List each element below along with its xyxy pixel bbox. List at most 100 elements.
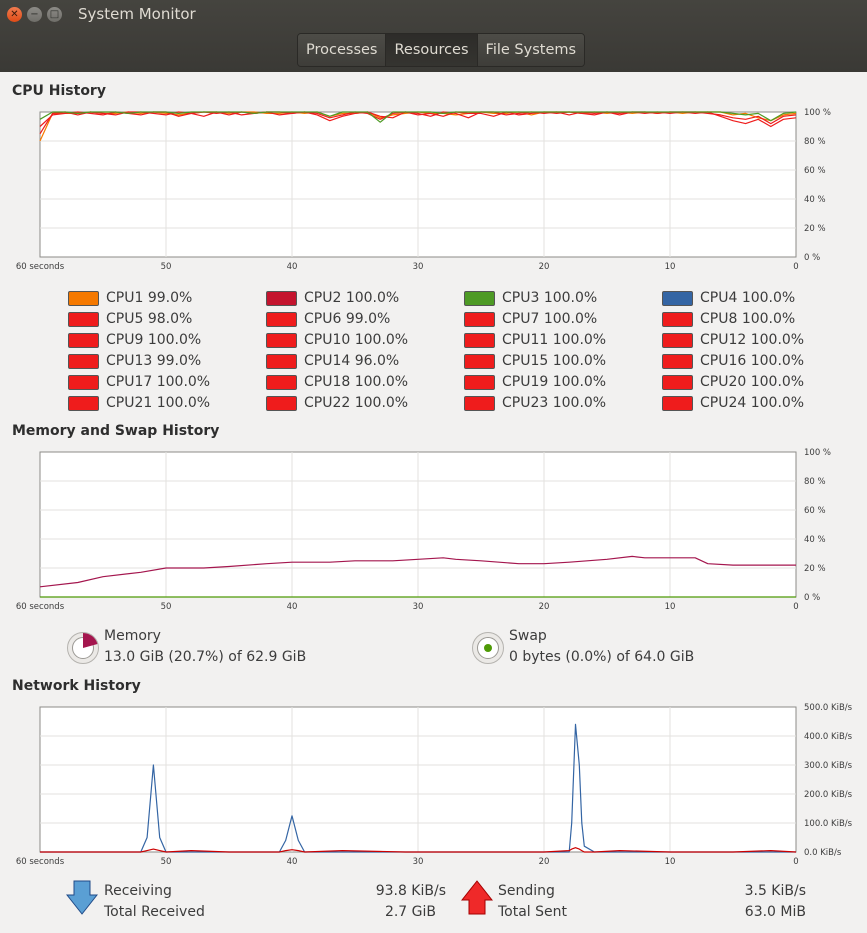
cpu-y-tick-label: 100 % <box>804 108 831 118</box>
cpu-legend-label: CPU5 <box>106 311 144 327</box>
cpu-legend-item-cpu8[interactable]: CPU8 100.0% <box>662 310 795 328</box>
cpu-legend-item-cpu5[interactable]: CPU5 98.0% <box>68 310 192 328</box>
cpu-legend-label: CPU10 <box>304 332 351 348</box>
cpu-legend-item-cpu11[interactable]: CPU11 100.0% <box>464 331 606 349</box>
cpu-x-tick-label: 60 seconds <box>16 262 65 272</box>
cpu-legend-item-cpu18[interactable]: CPU18 100.0% <box>266 373 408 391</box>
cpu-color-swatch[interactable] <box>662 311 693 327</box>
cpu-legend-item-cpu23[interactable]: CPU23 100.0% <box>464 394 606 412</box>
memory-y-tick-label: 100 % <box>804 448 831 458</box>
network-x-tick-label: 30 <box>413 857 424 867</box>
cpu-color-swatch[interactable] <box>68 332 99 348</box>
cpu-legend-item-cpu16[interactable]: CPU16 100.0% <box>662 352 804 370</box>
maximize-icon: □ <box>49 9 60 20</box>
cpu-legend-item-cpu6[interactable]: CPU6 99.0% <box>266 310 390 328</box>
cpu-legend-item-cpu3[interactable]: CPU3 100.0% <box>464 289 597 307</box>
network-series-sending <box>40 847 797 853</box>
cpu-legend-label: CPU7 <box>502 311 540 327</box>
cpu-legend-item-cpu9[interactable]: CPU9 100.0% <box>68 331 201 349</box>
cpu-legend-item-cpu14[interactable]: CPU14 96.0% <box>266 352 399 370</box>
cpu-y-tick-label: 20 % <box>804 224 826 234</box>
cpu-x-tick-label: 40 <box>287 262 298 272</box>
close-window-button[interactable]: ✕ <box>7 7 22 22</box>
cpu-legend-item-cpu13[interactable]: CPU13 99.0% <box>68 352 201 370</box>
cpu-color-swatch[interactable] <box>662 290 693 306</box>
cpu-legend-value: 100.0% <box>350 395 409 411</box>
sending-rate: 3.5 KiB/s <box>744 883 806 899</box>
cpu-color-swatch[interactable] <box>266 332 297 348</box>
cpu-history-chart: 100 % 80 % 60 % 40 % 20 % 0 % 60 seconds 50 40 30… <box>16 108 831 272</box>
maximize-window-button[interactable]: □ <box>47 7 62 22</box>
cpu-color-swatch[interactable] <box>464 332 495 348</box>
cpu-legend-label: CPU12 <box>700 332 747 348</box>
cpu-x-tick-label: 20 <box>539 262 550 272</box>
cpu-color-swatch[interactable] <box>266 374 297 390</box>
cpu-color-swatch[interactable] <box>464 311 495 327</box>
cpu-legend-value: 100.0% <box>143 332 202 348</box>
network-x-tick-label: 10 <box>665 857 676 867</box>
cpu-legend-value: 100.0% <box>341 290 400 306</box>
cpu-color-swatch[interactable] <box>464 290 495 306</box>
cpu-legend-item-cpu10[interactable]: CPU10 100.0% <box>266 331 408 349</box>
cpu-legend-item-cpu4[interactable]: CPU4 100.0% <box>662 289 795 307</box>
cpu-color-swatch[interactable] <box>68 353 99 369</box>
cpu-color-swatch[interactable] <box>68 374 99 390</box>
cpu-legend-label: CPU24 <box>700 395 747 411</box>
window-title: System Monitor <box>78 5 196 23</box>
cpu-legend-item-cpu12[interactable]: CPU12 100.0% <box>662 331 804 349</box>
memory-y-tick-label: 20 % <box>804 564 826 574</box>
cpu-color-swatch[interactable] <box>266 311 297 327</box>
cpu-legend-item-cpu2[interactable]: CPU2 100.0% <box>266 289 399 307</box>
cpu-color-swatch[interactable] <box>68 395 99 411</box>
cpu-x-tick-label: 30 <box>413 262 424 272</box>
cpu-color-swatch[interactable] <box>266 395 297 411</box>
cpu-legend-item-cpu19[interactable]: CPU19 100.0% <box>464 373 606 391</box>
cpu-color-swatch[interactable] <box>266 290 297 306</box>
cpu-legend-item-cpu7[interactable]: CPU7 100.0% <box>464 310 597 328</box>
cpu-legend-item-cpu1[interactable]: CPU1 99.0% <box>68 289 192 307</box>
cpu-legend-value: 100.0% <box>737 290 796 306</box>
cpu-legend-item-cpu17[interactable]: CPU17 100.0% <box>68 373 210 391</box>
memory-x-tick-label: 30 <box>413 602 424 612</box>
cpu-color-swatch[interactable] <box>68 290 99 306</box>
cpu-color-swatch[interactable] <box>662 353 693 369</box>
cpu-color-swatch[interactable] <box>662 332 693 348</box>
view-tabs: Processes Resources File Systems <box>297 33 586 67</box>
minimize-window-button[interactable]: − <box>27 7 42 22</box>
cpu-color-swatch[interactable] <box>662 374 693 390</box>
cpu-legend-value: 100.0% <box>548 332 607 348</box>
network-y-tick-label: 300.0 KiB/s <box>804 761 853 771</box>
cpu-legend-value: 100.0% <box>152 395 211 411</box>
cpu-legend-value: 100.0% <box>548 353 607 369</box>
cpu-legend-value: 100.0% <box>746 374 805 390</box>
cpu-color-swatch[interactable] <box>662 395 693 411</box>
cpu-color-swatch[interactable] <box>68 311 99 327</box>
memory-x-tick-label: 20 <box>539 602 550 612</box>
cpu-legend-label: CPU13 <box>106 353 153 369</box>
cpu-legend-item-cpu22[interactable]: CPU22 100.0% <box>266 394 408 412</box>
cpu-color-swatch[interactable] <box>464 353 495 369</box>
cpu-legend-label: CPU22 <box>304 395 351 411</box>
cpu-color-swatch[interactable] <box>266 353 297 369</box>
cpu-legend-item-cpu21[interactable]: CPU21 100.0% <box>68 394 210 412</box>
total-sent-value: 63.0 MiB <box>744 904 806 920</box>
cpu-legend-label: CPU17 <box>106 374 153 390</box>
cpu-x-tick-label: 0 <box>793 262 798 272</box>
memory-value: 13.0 GiB (20.7%) of 62.9 GiB <box>104 649 307 665</box>
cpu-color-swatch[interactable] <box>464 374 495 390</box>
cpu-legend-item-cpu24[interactable]: CPU24 100.0% <box>662 394 804 412</box>
memory-history-title: Memory and Swap History <box>12 423 220 439</box>
cpu-legend-label: CPU19 <box>502 374 549 390</box>
cpu-color-swatch[interactable] <box>464 395 495 411</box>
total-sent-label: Total Sent <box>498 904 568 920</box>
tab-processes[interactable]: Processes <box>298 34 387 66</box>
tab-file-systems[interactable]: File Systems <box>477 34 585 66</box>
cpu-legend-label: CPU6 <box>304 311 342 327</box>
close-icon: ✕ <box>10 9 19 20</box>
tab-resources[interactable]: Resources <box>386 34 478 66</box>
cpu-legend-item-cpu20[interactable]: CPU20 100.0% <box>662 373 804 391</box>
sending-arrow-icon <box>461 880 493 915</box>
cpu-legend-item-cpu15[interactable]: CPU15 100.0% <box>464 352 606 370</box>
cpu-legend-value: 99.0% <box>341 311 391 327</box>
